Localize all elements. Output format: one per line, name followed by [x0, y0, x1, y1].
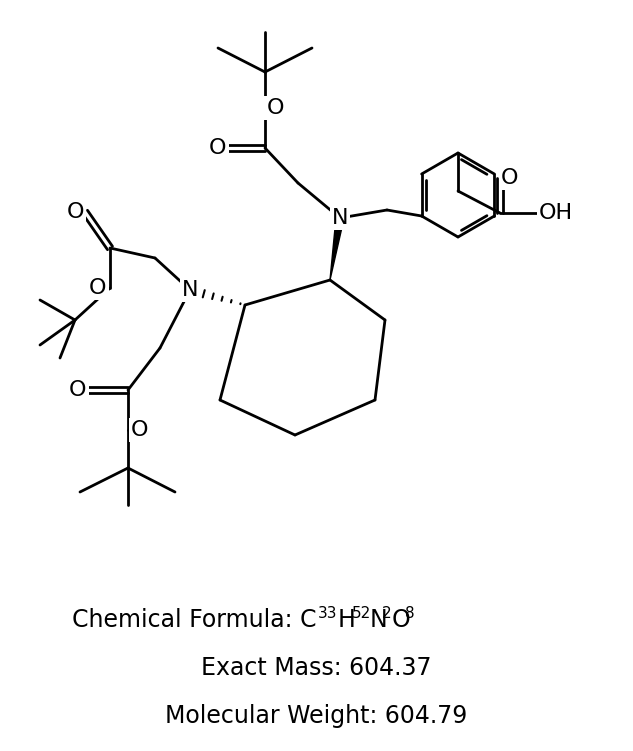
Text: O: O — [392, 608, 411, 632]
Text: O: O — [501, 168, 519, 188]
Text: H: H — [338, 608, 356, 632]
Text: O: O — [66, 202, 84, 222]
Polygon shape — [330, 217, 344, 280]
Text: O: O — [266, 98, 284, 118]
Text: O: O — [210, 138, 227, 158]
Text: N: N — [332, 208, 348, 228]
Text: 33: 33 — [318, 607, 337, 622]
Text: Chemical Formula: C: Chemical Formula: C — [72, 608, 316, 632]
Text: O: O — [131, 420, 149, 440]
Text: 2: 2 — [382, 607, 392, 622]
Text: Molecular Weight: 604.79: Molecular Weight: 604.79 — [165, 704, 467, 728]
Text: 8: 8 — [405, 607, 415, 622]
Text: O: O — [69, 380, 87, 400]
Text: OH: OH — [539, 203, 573, 223]
Text: O: O — [89, 278, 107, 298]
Text: Exact Mass: 604.37: Exact Mass: 604.37 — [201, 656, 431, 680]
Text: 52: 52 — [352, 607, 371, 622]
Text: N: N — [182, 280, 198, 300]
Text: N: N — [370, 608, 388, 632]
